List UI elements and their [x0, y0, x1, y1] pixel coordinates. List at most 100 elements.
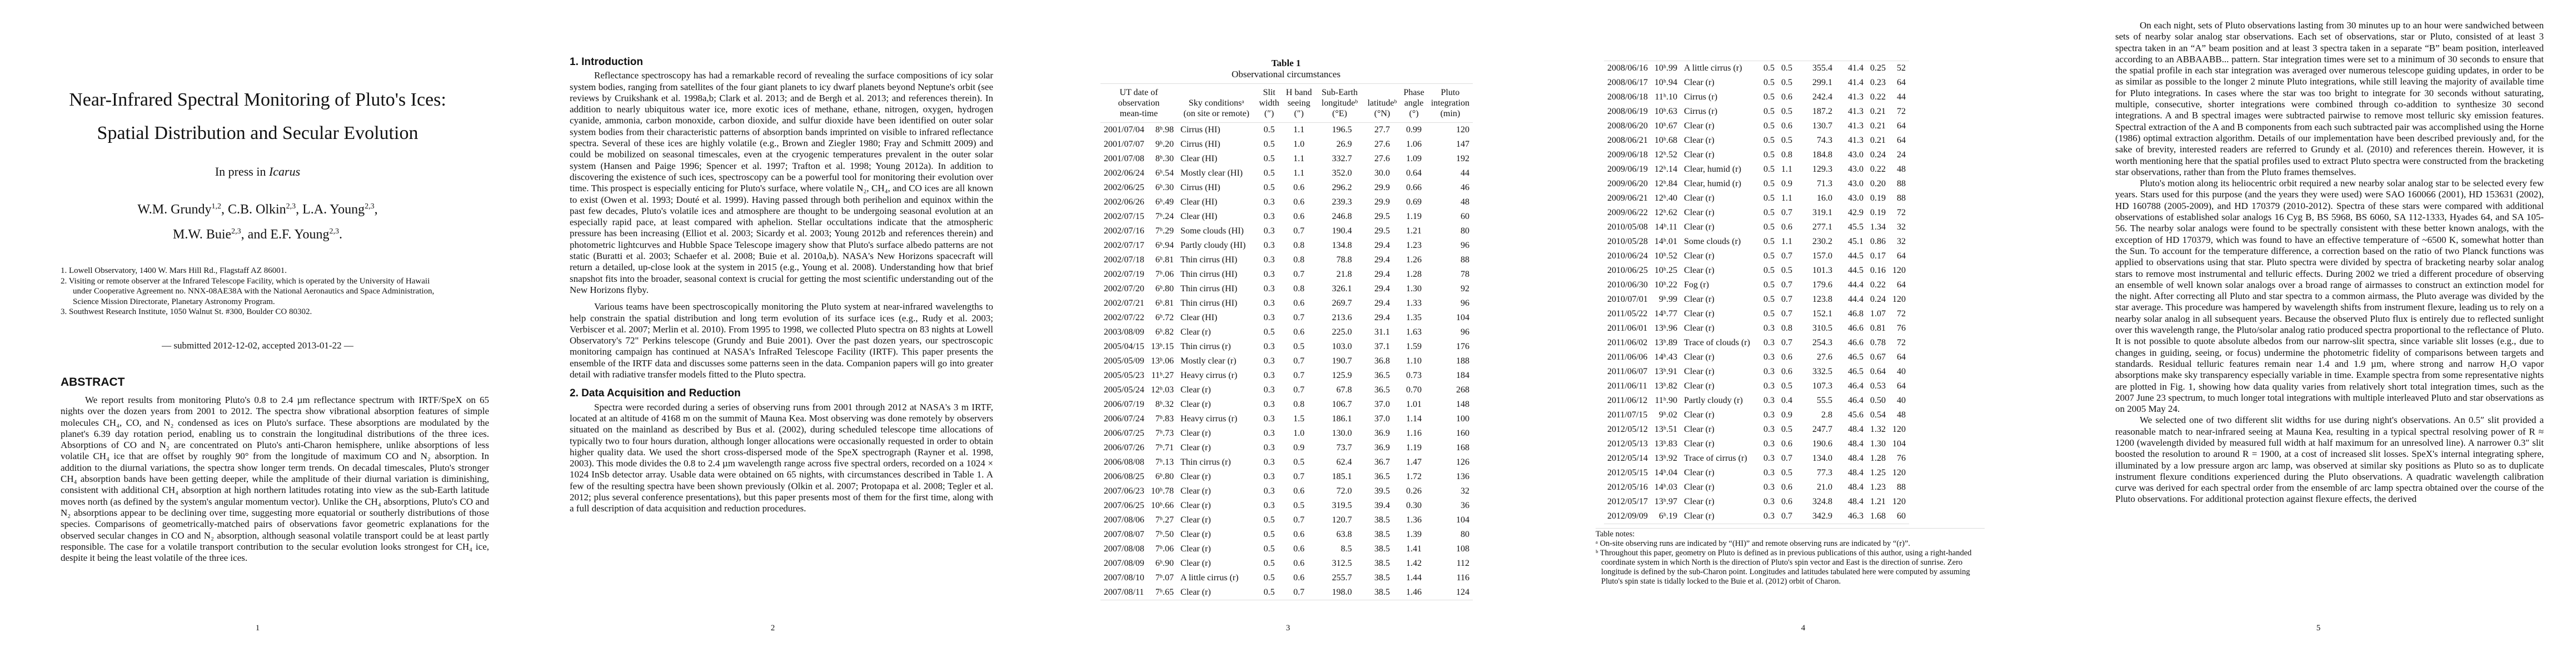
slit-width: 0.3 [1763, 338, 1775, 347]
mean-time: 14ʰ.77 [1654, 309, 1678, 318]
seeing: 0.5 [1293, 457, 1305, 467]
integration-time: 100 [1456, 414, 1470, 424]
sub-earth-longitude: 129.3 [1812, 165, 1832, 174]
slit-width: 0.3 [1763, 425, 1775, 434]
sub-earth-latitude: 41.4 [1847, 63, 1864, 73]
seeing: 0.7 [1293, 385, 1305, 395]
integration-time: 124 [1456, 588, 1470, 597]
sub-earth-longitude: 21.8 [1336, 270, 1352, 279]
sub-earth-latitude: 46.4 [1847, 381, 1864, 391]
ut-date: 2012/09/09 [1607, 511, 1648, 521]
sky-conditions: Thin cirrus (HI) [1180, 270, 1238, 279]
ut-date: 2008/06/21 [1607, 136, 1648, 145]
ut-date: 2005/05/24 [1104, 385, 1144, 395]
integration-time: 64 [1896, 381, 1906, 391]
seeing: 0.4 [1781, 396, 1792, 405]
sub-earth-latitude: 37.0 [1374, 414, 1390, 424]
slit-width: 0.3 [1263, 197, 1275, 207]
author-affiliation-marker: 2,3 [286, 202, 296, 211]
slit-width: 0.3 [1263, 212, 1275, 221]
sub-earth-latitude: 29.5 [1374, 226, 1390, 236]
sub-earth-latitude: 29.5 [1374, 212, 1390, 221]
slit-width: 0.3 [1763, 352, 1775, 362]
mean-time: 8ʰ.32 [1155, 400, 1174, 409]
table-title: Table 1 [1271, 58, 1301, 68]
phase-angle: 0.17 [1870, 251, 1886, 261]
seeing: 0.5 [1781, 136, 1792, 145]
sub-earth-longitude: 246.8 [1332, 212, 1352, 221]
sub-earth-latitude: 41.3 [1847, 121, 1864, 131]
header-line: angle [1404, 98, 1424, 108]
integration-time: 64 [1896, 121, 1906, 131]
sky-conditions: Thin cirrus (HI) [1180, 284, 1238, 293]
integration-time: 92 [1461, 284, 1470, 293]
seeing: 1.1 [1293, 168, 1305, 178]
phase-angle: 1.30 [1870, 439, 1886, 449]
sub-earth-longitude: 247.7 [1812, 425, 1832, 434]
integration-time: 120 [1892, 497, 1906, 506]
ut-date: 2007/06/23 [1104, 486, 1144, 496]
sky-conditions: Clear, humid (r) [1684, 179, 1741, 188]
ut-date: 2010/07/01 [1607, 295, 1648, 304]
phase-angle: 0.64 [1870, 367, 1886, 376]
sky-conditions: Some clouds (HI) [1180, 226, 1244, 236]
seeing: 0.6 [1293, 530, 1305, 539]
paragraph: Various teams have been spectroscopicall… [570, 301, 993, 380]
header-line: width [1259, 98, 1279, 108]
table-row: 2006/07/26 7ʰ.71 Clear (r) 0.3 0.9 73.7 36.9 1.… [1100, 441, 1473, 455]
sky-conditions: Clear (r) [1684, 425, 1715, 434]
seeing: 0.6 [1293, 544, 1305, 554]
integration-time: 147 [1456, 140, 1470, 149]
sky-conditions: Clear (r) [1684, 150, 1715, 160]
phase-angle: 0.20 [1870, 179, 1886, 188]
phase-angle: 1.42 [1406, 559, 1422, 568]
integration-time: 136 [1456, 472, 1470, 481]
sky-conditions: Thin cirrus (r) [1180, 457, 1231, 467]
integration-time: 52 [1896, 63, 1906, 73]
sub-earth-latitude: 46.5 [1847, 352, 1864, 362]
sub-earth-longitude: 179.6 [1812, 280, 1832, 290]
sub-earth-longitude: 130.0 [1332, 429, 1352, 438]
slit-width: 0.3 [1763, 410, 1775, 420]
sky-conditions: Clear (r) [1180, 486, 1211, 496]
integration-time: 48 [1461, 197, 1470, 207]
sub-earth-latitude: 42.9 [1847, 208, 1864, 217]
seeing: 1.1 [1293, 125, 1305, 135]
sky-conditions: Clear (r) [1684, 468, 1715, 477]
page-number: 3 [1285, 624, 1291, 633]
affiliations: 1. Lowell Observatory, 1400 W. Mars Hill… [61, 266, 444, 317]
integration-time: 88 [1461, 255, 1470, 265]
mean-time: 7ʰ.73 [1155, 429, 1174, 438]
sub-earth-latitude: 46.3 [1847, 511, 1864, 521]
slit-width: 0.5 [1763, 107, 1775, 116]
slit-width: 0.3 [1263, 371, 1275, 380]
seeing: 0.6 [1781, 497, 1792, 506]
slit-width: 0.3 [1263, 270, 1275, 279]
column-header: Pluto integration (min) [1428, 84, 1473, 123]
author-name: W.M. Grundy [137, 202, 212, 217]
sky-conditions: Partly cloudy (HI) [1180, 241, 1246, 250]
header-line: (°N) [1374, 109, 1391, 118]
sky-conditions: Partly cloudy (r) [1684, 396, 1743, 405]
header-line: (″) [1264, 109, 1274, 118]
slit-width: 0.5 [1263, 588, 1275, 597]
author-name: C.B. Olkin [227, 202, 286, 217]
sub-earth-longitude: 16.0 [1816, 193, 1832, 203]
slit-width: 0.3 [1763, 468, 1775, 477]
author-line-2: M.W. Buie2,3, and E.F. Young2,3. [0, 221, 515, 246]
ut-date: 2010/05/28 [1607, 237, 1648, 246]
integration-time: 46 [1461, 183, 1470, 192]
sky-conditions: Clear (r) [1684, 439, 1715, 449]
phase-angle: 0.21 [1870, 136, 1886, 145]
table-note-a: ᵃ On-site observing runs are indicated b… [1596, 539, 1911, 548]
column-header: Sky conditionsᵃ (on site or remote) [1177, 84, 1255, 123]
seeing: 1.0 [1293, 140, 1305, 149]
table-row: 2002/07/18 6ʰ.81 Thin cirrus (HI) 0.3 0.8 78.… [1100, 253, 1473, 267]
ut-date: 2002/07/16 [1104, 226, 1144, 236]
sub-earth-latitude: 43.0 [1847, 193, 1864, 203]
table-row: 2010/07/01 9ʰ.99 Clear (r) 0.5 0.7 123.8 44.4 0… [1604, 292, 1909, 307]
sub-earth-latitude: 36.5 [1374, 371, 1390, 380]
integration-time: 40 [1896, 396, 1906, 405]
ut-date: 2006/08/25 [1104, 472, 1144, 481]
table-row: 2010/05/28 14ʰ.01 Some clouds (r) 0.5 1.1 230… [1604, 235, 1909, 249]
